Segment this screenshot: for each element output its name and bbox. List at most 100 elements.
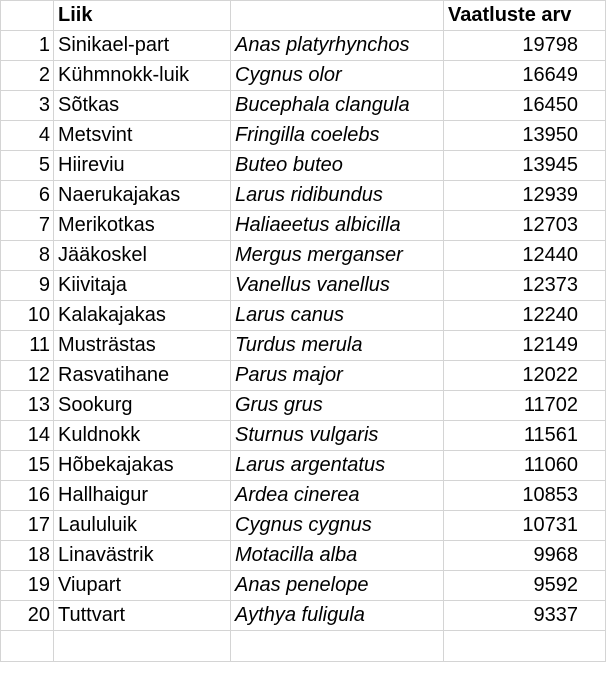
rank-cell[interactable]: 1 bbox=[0, 30, 54, 61]
latin-name-cell[interactable]: Anas platyrhynchos bbox=[230, 30, 444, 61]
species-name-cell[interactable]: Kühmnokk-luik bbox=[53, 60, 231, 91]
latin-name-cell[interactable]: Aythya fuligula bbox=[230, 600, 444, 631]
species-name-cell[interactable]: Hõbekajakas bbox=[53, 450, 231, 481]
observation-count-cell[interactable]: 16649 bbox=[443, 60, 606, 91]
table-row: 7 Merikotkas Haliaeetus albicilla 12703 bbox=[0, 210, 606, 241]
latin-name-cell[interactable]: Haliaeetus albicilla bbox=[230, 210, 444, 241]
latin-name-cell[interactable]: Cygnus olor bbox=[230, 60, 444, 91]
rank-cell[interactable]: 7 bbox=[0, 210, 54, 241]
observation-count-cell[interactable]: 9337 bbox=[443, 600, 606, 631]
observation-count-cell[interactable]: 13950 bbox=[443, 120, 606, 151]
species-name-cell[interactable]: Hallhaigur bbox=[53, 480, 231, 511]
observation-count-cell[interactable]: 10853 bbox=[443, 480, 606, 511]
species-name-cell[interactable]: Kiivitaja bbox=[53, 270, 231, 301]
table-row: 15 Hõbekajakas Larus argentatus 11060 bbox=[0, 450, 606, 481]
latin-name-cell[interactable]: Bucephala clangula bbox=[230, 90, 444, 121]
empty-cell[interactable] bbox=[53, 630, 231, 662]
observation-count-cell[interactable]: 13945 bbox=[443, 150, 606, 181]
table-row: 4 Metsvint Fringilla coelebs 13950 bbox=[0, 120, 606, 151]
table-row: 19 Viupart Anas penelope 9592 bbox=[0, 570, 606, 601]
rank-cell[interactable]: 20 bbox=[0, 600, 54, 631]
latin-name-cell[interactable]: Vanellus vanellus bbox=[230, 270, 444, 301]
species-name-cell[interactable]: Viupart bbox=[53, 570, 231, 601]
empty-cell[interactable] bbox=[443, 630, 606, 662]
species-name-cell[interactable]: Musträstas bbox=[53, 330, 231, 361]
rank-cell[interactable]: 3 bbox=[0, 90, 54, 121]
species-name-cell[interactable]: Metsvint bbox=[53, 120, 231, 151]
latin-name-cell[interactable]: Turdus merula bbox=[230, 330, 444, 361]
table-row: 1 Sinikael-part Anas platyrhynchos 19798 bbox=[0, 30, 606, 61]
header-cell-rank[interactable] bbox=[0, 0, 54, 31]
latin-name-cell[interactable]: Fringilla coelebs bbox=[230, 120, 444, 151]
table-row: 6 Naerukajakas Larus ridibundus 12939 bbox=[0, 180, 606, 211]
species-name-cell[interactable]: Linavästrik bbox=[53, 540, 231, 571]
rank-cell[interactable]: 12 bbox=[0, 360, 54, 391]
observation-count-cell[interactable]: 11060 bbox=[443, 450, 606, 481]
species-name-cell[interactable]: Naerukajakas bbox=[53, 180, 231, 211]
rank-cell[interactable]: 6 bbox=[0, 180, 54, 211]
species-name-cell[interactable]: Sinikael-part bbox=[53, 30, 231, 61]
header-cell-species[interactable]: Liik bbox=[53, 0, 231, 31]
rank-cell[interactable]: 16 bbox=[0, 480, 54, 511]
observation-count-cell[interactable]: 12373 bbox=[443, 270, 606, 301]
observation-count-cell[interactable]: 12022 bbox=[443, 360, 606, 391]
empty-cell[interactable] bbox=[0, 630, 54, 662]
empty-cell[interactable] bbox=[230, 630, 444, 662]
table-row: 11 Musträstas Turdus merula 12149 bbox=[0, 330, 606, 361]
header-cell-latin[interactable] bbox=[230, 0, 444, 31]
latin-name-cell[interactable]: Larus argentatus bbox=[230, 450, 444, 481]
latin-name-cell[interactable]: Larus ridibundus bbox=[230, 180, 444, 211]
latin-name-cell[interactable]: Anas penelope bbox=[230, 570, 444, 601]
observation-count-cell[interactable]: 11702 bbox=[443, 390, 606, 421]
latin-name-cell[interactable]: Mergus merganser bbox=[230, 240, 444, 271]
empty-row bbox=[0, 630, 606, 662]
species-name-cell[interactable]: Tuttvart bbox=[53, 600, 231, 631]
observation-count-cell[interactable]: 16450 bbox=[443, 90, 606, 121]
observation-count-cell[interactable]: 12939 bbox=[443, 180, 606, 211]
rank-cell[interactable]: 9 bbox=[0, 270, 54, 301]
rank-cell[interactable]: 2 bbox=[0, 60, 54, 91]
observation-count-cell[interactable]: 12149 bbox=[443, 330, 606, 361]
observation-count-cell[interactable]: 10731 bbox=[443, 510, 606, 541]
rank-cell[interactable]: 5 bbox=[0, 150, 54, 181]
table-row: 16 Hallhaigur Ardea cinerea 10853 bbox=[0, 480, 606, 511]
latin-name-cell[interactable]: Motacilla alba bbox=[230, 540, 444, 571]
observation-count-cell[interactable]: 12703 bbox=[443, 210, 606, 241]
species-name-cell[interactable]: Laululuik bbox=[53, 510, 231, 541]
latin-name-cell[interactable]: Buteo buteo bbox=[230, 150, 444, 181]
latin-name-cell[interactable]: Parus major bbox=[230, 360, 444, 391]
species-name-cell[interactable]: Hiireviu bbox=[53, 150, 231, 181]
observation-count-cell[interactable]: 9968 bbox=[443, 540, 606, 571]
species-name-cell[interactable]: Rasvatihane bbox=[53, 360, 231, 391]
species-name-cell[interactable]: Jääkoskel bbox=[53, 240, 231, 271]
species-name-cell[interactable]: Kuldnokk bbox=[53, 420, 231, 451]
observation-count-cell[interactable]: 12240 bbox=[443, 300, 606, 331]
rank-cell[interactable]: 10 bbox=[0, 300, 54, 331]
species-name-cell[interactable]: Sõtkas bbox=[53, 90, 231, 121]
observation-count-cell[interactable]: 12440 bbox=[443, 240, 606, 271]
latin-name-cell[interactable]: Cygnus cygnus bbox=[230, 510, 444, 541]
rank-cell[interactable]: 14 bbox=[0, 420, 54, 451]
table-row: 17 Laululuik Cygnus cygnus 10731 bbox=[0, 510, 606, 541]
species-table: Liik Vaatluste arv 1 Sinikael-part Anas pl… bbox=[0, 0, 606, 662]
table-row: 3 Sõtkas Bucephala clangula 16450 bbox=[0, 90, 606, 121]
rank-cell[interactable]: 18 bbox=[0, 540, 54, 571]
latin-name-cell[interactable]: Sturnus vulgaris bbox=[230, 420, 444, 451]
latin-name-cell[interactable]: Grus grus bbox=[230, 390, 444, 421]
rank-cell[interactable]: 15 bbox=[0, 450, 54, 481]
observation-count-cell[interactable]: 9592 bbox=[443, 570, 606, 601]
species-name-cell[interactable]: Sookurg bbox=[53, 390, 231, 421]
species-name-cell[interactable]: Merikotkas bbox=[53, 210, 231, 241]
rank-cell[interactable]: 13 bbox=[0, 390, 54, 421]
rank-cell[interactable]: 17 bbox=[0, 510, 54, 541]
rank-cell[interactable]: 11 bbox=[0, 330, 54, 361]
observation-count-cell[interactable]: 19798 bbox=[443, 30, 606, 61]
rank-cell[interactable]: 4 bbox=[0, 120, 54, 151]
latin-name-cell[interactable]: Ardea cinerea bbox=[230, 480, 444, 511]
rank-cell[interactable]: 19 bbox=[0, 570, 54, 601]
observation-count-cell[interactable]: 11561 bbox=[443, 420, 606, 451]
rank-cell[interactable]: 8 bbox=[0, 240, 54, 271]
species-name-cell[interactable]: Kalakajakas bbox=[53, 300, 231, 331]
header-cell-count[interactable]: Vaatluste arv bbox=[443, 0, 606, 31]
latin-name-cell[interactable]: Larus canus bbox=[230, 300, 444, 331]
